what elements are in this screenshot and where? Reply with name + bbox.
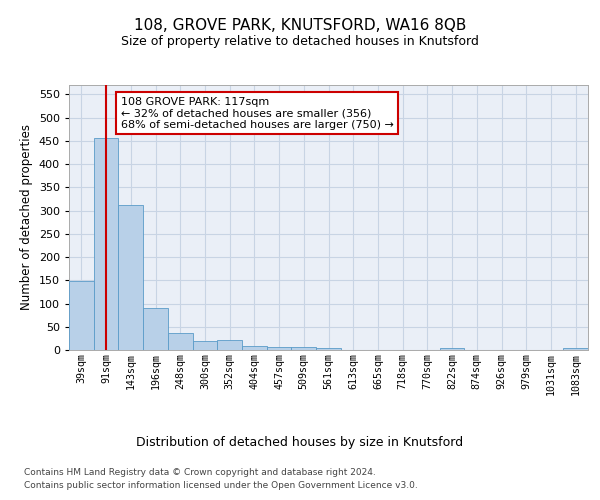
Bar — [168, 333, 193, 350]
Text: Contains HM Land Registry data © Crown copyright and database right 2024.: Contains HM Land Registry data © Crown c… — [24, 468, 376, 477]
Bar — [292, 346, 316, 350]
Bar — [118, 205, 143, 350]
Bar — [193, 341, 217, 350]
Bar — [440, 348, 464, 350]
Bar — [217, 340, 242, 350]
Bar — [267, 347, 292, 350]
Text: 108, GROVE PARK, KNUTSFORD, WA16 8QB: 108, GROVE PARK, KNUTSFORD, WA16 8QB — [134, 18, 466, 32]
Bar — [316, 348, 341, 350]
Bar — [94, 138, 118, 350]
Bar — [69, 281, 94, 350]
Text: Contains public sector information licensed under the Open Government Licence v3: Contains public sector information licen… — [24, 482, 418, 490]
Text: Distribution of detached houses by size in Knutsford: Distribution of detached houses by size … — [136, 436, 464, 449]
Bar — [143, 308, 168, 350]
Bar — [563, 348, 588, 350]
Bar — [242, 346, 267, 350]
Y-axis label: Number of detached properties: Number of detached properties — [20, 124, 33, 310]
Text: 108 GROVE PARK: 117sqm
← 32% of detached houses are smaller (356)
68% of semi-de: 108 GROVE PARK: 117sqm ← 32% of detached… — [121, 96, 394, 130]
Text: Size of property relative to detached houses in Knutsford: Size of property relative to detached ho… — [121, 35, 479, 48]
